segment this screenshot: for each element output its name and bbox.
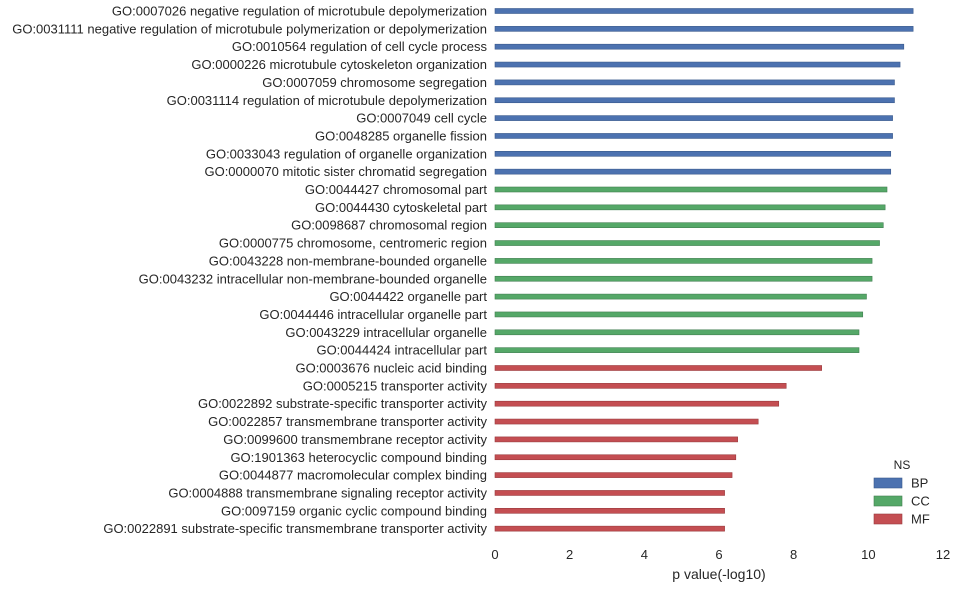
bar-11 [494,204,886,211]
bar-17 [494,311,864,318]
category-label-26: GO:0044877 macromolecular complex bindin… [219,468,487,483]
bar-7 [494,133,893,139]
legend-swatch-cc [873,495,903,507]
category-label-10: GO:0044427 chromosomal part [305,182,487,197]
bar-18 [494,329,860,336]
category-label-16: GO:0044422 organelle part [329,289,487,304]
category-label-20: GO:0003676 nucleic acid binding [295,361,487,376]
bar-26 [494,472,733,478]
bar-6 [494,115,893,121]
x-tick-label-1: 2 [566,547,573,562]
category-label-27: GO:0004888 transmembrane signaling recep… [168,485,487,500]
x-tick-label-2: 4 [641,547,648,562]
category-label-12: GO:0098687 chromosomal region [291,218,487,233]
legend-label-cc: CC [911,494,930,509]
bar-28 [494,507,725,514]
bar-3 [494,61,901,68]
bar-25 [494,454,737,461]
category-label-9: GO:0000070 mitotic sister chromatid segr… [204,164,487,179]
bar-2 [494,43,905,50]
bar-8 [494,151,892,157]
category-label-29: GO:0022891 substrate-specific transmembr… [103,521,487,536]
category-label-8: GO:0033043 regulation of organelle organ… [206,146,487,161]
bar-29 [494,525,725,532]
bar-20 [494,365,822,371]
bar-9 [494,168,892,175]
x-tick-label-5: 10 [861,547,875,562]
category-label-3: GO:0000226 microtubule cytoskeleton orga… [191,57,487,72]
category-label-0: GO:0007026 negative regulation of microt… [112,4,487,19]
legend-label-mf: MF [911,512,930,527]
category-label-19: GO:0044424 intracellular part [316,343,487,358]
category-labels: GO:0007026 negative regulation of microt… [12,4,487,537]
category-label-18: GO:0043229 intracellular organelle [285,325,487,340]
bars-layer [494,8,914,532]
category-label-23: GO:0022857 transmembrane transporter act… [208,414,487,429]
bar-14 [494,258,873,264]
category-label-6: GO:0007049 cell cycle [356,111,487,126]
x-tick-label-6: 12 [936,547,950,562]
bar-4 [494,79,895,86]
category-label-5: GO:0031114 regulation of microtubule dep… [167,93,487,108]
bar-23 [494,418,759,425]
bar-0 [494,8,914,14]
legend-label-bp: BP [911,476,928,491]
x-tick-label-0: 0 [491,547,498,562]
category-label-14: GO:0043228 non-membrane-bounded organell… [209,253,487,268]
bar-1 [494,26,914,32]
bar-10 [494,186,888,193]
category-label-7: GO:0048285 organelle fission [315,128,487,143]
bar-22 [494,400,780,407]
category-label-15: GO:0043232 intracellular non-membrane-bo… [139,271,487,286]
bar-15 [494,275,873,282]
category-label-13: GO:0000775 chromosome, centromeric regio… [219,236,487,251]
x-tick-label-3: 6 [715,547,722,562]
bar-16 [494,293,867,300]
x-axis-label: p value(-log10) [672,566,765,582]
category-label-25: GO:1901363 heterocyclic compound binding [230,450,487,465]
bar-12 [494,222,884,228]
bar-5 [494,97,895,104]
category-label-21: GO:0005215 transporter activity [303,378,488,393]
legend-swatch-bp [873,477,903,489]
x-axis-ticks: 0 2 4 6 8 10 12 [491,547,950,562]
category-label-2: GO:0010564 regulation of cell cycle proc… [232,39,488,54]
bar-19 [494,347,860,353]
legend-swatch-mf [873,513,903,525]
bar-13 [494,240,880,246]
bar-24 [494,436,738,443]
category-label-11: GO:0044430 cytoskeletal part [315,200,487,215]
category-label-17: GO:0044446 intracellular organelle part [259,307,487,322]
x-tick-label-4: 8 [790,547,797,562]
category-label-4: GO:0007059 chromosome segregation [262,75,487,90]
bar-27 [494,490,725,496]
legend-title: NS [894,458,911,472]
category-label-22: GO:0022892 substrate-specific transporte… [198,396,488,411]
legend: NS BP CC MF [873,458,930,527]
category-label-28: GO:0097159 organic cyclic compound bindi… [221,503,487,518]
bar-21 [494,383,787,389]
category-label-24: GO:0099600 transmembrane receptor activi… [223,432,487,447]
category-label-1: GO:0031111 negative regulation of microt… [12,21,487,36]
